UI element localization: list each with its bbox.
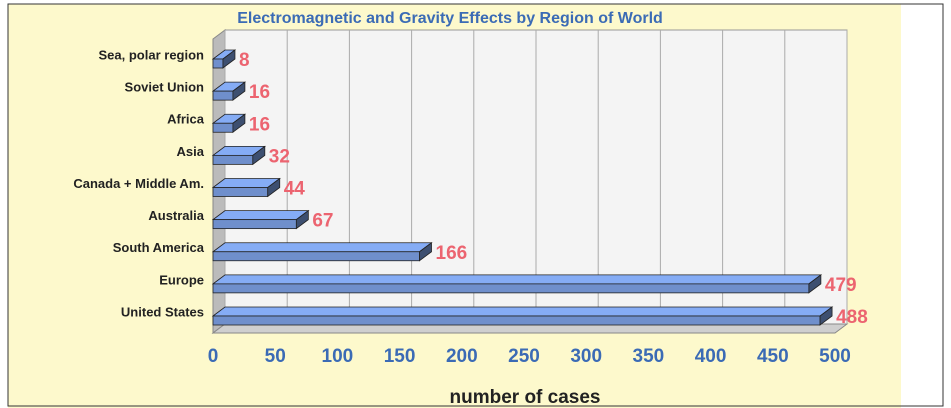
- bar: [211, 113, 247, 134]
- bar: [211, 49, 237, 69]
- bar: [211, 177, 281, 198]
- bar-side: [419, 241, 432, 262]
- data-label: 488: [836, 307, 868, 328]
- bar-front: [212, 315, 821, 326]
- x-tick-label: 500: [819, 346, 851, 367]
- bar: [211, 274, 823, 294]
- bar: [211, 145, 267, 166]
- bar-side: [232, 81, 246, 101]
- bar-side: [808, 274, 822, 294]
- bar-front: [212, 283, 810, 294]
- y-tick-label: Soviet Union: [125, 80, 205, 95]
- x-tick-label: 50: [265, 346, 286, 367]
- x-tick-label: 400: [695, 346, 727, 367]
- bar-top: [211, 274, 823, 285]
- x-axis-label: number of cases: [450, 387, 601, 408]
- y-tick-label: South America: [113, 240, 205, 255]
- bar: [211, 209, 310, 230]
- chart-title: Electromagnetic and Gravity Effects by R…: [237, 10, 663, 27]
- y-tick-label: Sea, polar region: [99, 47, 205, 62]
- x-tick-label: 350: [633, 346, 665, 367]
- bar-front: [212, 187, 269, 197]
- x-tick-label: 100: [322, 346, 354, 367]
- x-tick-label: 0: [208, 346, 219, 367]
- bar-side: [267, 177, 281, 198]
- bar-top: [211, 210, 310, 221]
- x-tick-label: 200: [446, 346, 478, 367]
- x-tick-label: 450: [757, 346, 789, 367]
- bar-side: [295, 209, 309, 230]
- bar-front: [212, 90, 234, 101]
- bar-top: [211, 242, 433, 253]
- bar-front: [212, 219, 297, 230]
- bar-front: [212, 122, 234, 133]
- data-label: 16: [249, 82, 270, 103]
- x-tick-label: 250: [508, 346, 540, 367]
- data-label: 32: [269, 146, 290, 167]
- bar-side: [252, 145, 266, 166]
- bar: [211, 81, 247, 101]
- y-tick-label: United States: [121, 304, 204, 319]
- data-label: 67: [312, 211, 333, 232]
- y-tick-label: Africa: [167, 112, 205, 127]
- y-tick-label: Canada + Middle Am.: [73, 176, 204, 191]
- x-tick-label: 150: [384, 346, 416, 367]
- data-label: 166: [436, 243, 468, 264]
- frame: [7, 3, 944, 407]
- bar: [211, 306, 834, 326]
- y-tick-label: Asia: [177, 144, 205, 159]
- bar-side: [222, 49, 236, 69]
- data-label: 44: [284, 179, 306, 200]
- bar-side: [232, 113, 246, 134]
- bar-front: [212, 154, 254, 165]
- y-tick-label: Australia: [148, 208, 204, 223]
- data-label: 8: [239, 50, 250, 71]
- bar-top: [211, 306, 834, 317]
- bar: [211, 241, 433, 262]
- x-tick-label: 300: [570, 346, 602, 367]
- bar-front: [212, 251, 420, 262]
- data-label: 479: [825, 275, 857, 296]
- bar-front: [212, 58, 224, 69]
- y-tick-label: Europe: [159, 272, 204, 287]
- data-label: 16: [249, 114, 270, 135]
- bar-side: [819, 306, 833, 326]
